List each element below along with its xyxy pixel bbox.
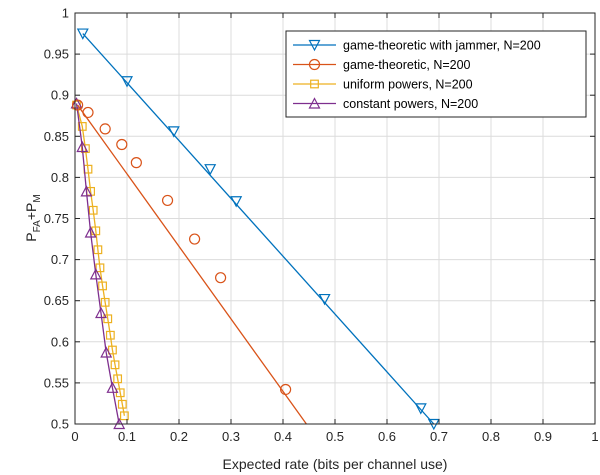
data-point (113, 374, 123, 384)
data-point (167, 126, 180, 138)
series-line (77, 104, 307, 425)
data-point (76, 140, 89, 153)
data-point (95, 263, 105, 273)
series-2 (72, 100, 129, 421)
data-point (119, 411, 129, 421)
x-tick-label: 0 (71, 429, 78, 444)
data-point (105, 330, 115, 340)
legend-entry: game-theoretic with jammer, N=200 (293, 39, 541, 53)
data-point (189, 233, 201, 245)
data-point (106, 381, 119, 393)
y-tick-label: 1 (62, 6, 69, 21)
series-line (75, 103, 120, 425)
data-point (93, 245, 103, 255)
series-line (75, 104, 126, 416)
x-tick-label: 0.2 (170, 429, 188, 444)
x-tick-label: 0.9 (534, 429, 552, 444)
data-point (204, 164, 217, 176)
data-point (130, 157, 142, 169)
data-point (121, 76, 133, 88)
data-point (318, 293, 331, 306)
data-point (98, 281, 107, 291)
data-point (116, 138, 128, 151)
legend: game-theoretic with jammer, N=200 game-th… (285, 30, 587, 118)
data-point (215, 272, 227, 284)
x-tick-label: 0.7 (430, 429, 448, 444)
data-point (88, 205, 98, 215)
data-point (99, 123, 111, 135)
x-tick-label: 0.5 (326, 429, 344, 444)
x-tick-label: 0.4 (274, 429, 292, 444)
series-line (82, 33, 435, 425)
data-point (95, 306, 107, 319)
legend-marker (308, 39, 321, 52)
data-point (161, 194, 174, 207)
legend-marker (308, 97, 321, 109)
data-point (70, 97, 83, 109)
x-tick-label: 1 (591, 429, 598, 444)
legend-entry: game-theoretic, N=200 (293, 58, 471, 72)
legend-label: uniform powers, N=200 (343, 78, 473, 92)
y-tick-label: 0.85 (44, 129, 69, 144)
data-point (80, 185, 93, 197)
y-axis-label: PFA+PM (23, 194, 43, 241)
data-point (117, 399, 127, 409)
data-point (414, 403, 427, 415)
x-tick-label: 0.3 (222, 429, 240, 444)
plot-area (70, 28, 440, 431)
legend-entry: constant powers, N=200 (293, 97, 478, 111)
y-tick-label: 0.8 (51, 170, 69, 185)
series-3 (70, 97, 126, 430)
legend-label: constant powers, N=200 (343, 97, 478, 111)
x-tick-label: 0.6 (378, 429, 396, 444)
x-axis-label: Expected rate (bits per channel use) (223, 456, 448, 472)
y-tick-label: 0.55 (44, 375, 69, 390)
data-point (82, 106, 94, 119)
data-point (84, 226, 97, 238)
y-tick-label: 0.6 (51, 334, 69, 349)
data-point (80, 144, 90, 154)
legend-label: game-theoretic, N=200 (343, 58, 471, 72)
series-1 (71, 99, 307, 425)
y-tick-label: 0.95 (44, 47, 69, 62)
x-tick-label: 0.1 (118, 429, 136, 444)
data-point (100, 297, 110, 307)
y-tick-label: 0.65 (44, 293, 69, 308)
data-point (230, 196, 243, 208)
y-tick-label: 0.75 (44, 211, 69, 226)
data-point (71, 99, 84, 111)
data-point (89, 268, 102, 280)
x-tick-label: 0.8 (482, 429, 500, 444)
legend-marker (308, 58, 321, 71)
data-point (110, 360, 120, 370)
y-tick-label: 0.5 (51, 417, 69, 432)
legend-label: game-theoretic with jammer, N=200 (343, 39, 541, 53)
data-point (76, 28, 89, 40)
axis-ticks: 0 0.1 0.2 0.3 0.4 0.5 0.6 0.7 0.8 0.9 1 0.5 0.55 0.6 0… (44, 6, 599, 445)
y-tick-label: 0.7 (51, 252, 69, 267)
data-point (77, 122, 87, 131)
data-point (280, 383, 292, 396)
data-point (100, 346, 113, 358)
legend-marker (310, 79, 319, 89)
data-point (108, 345, 117, 355)
legend-entry: uniform powers, N=200 (293, 78, 473, 92)
y-tick-label: 0.9 (51, 88, 69, 103)
data-point (103, 314, 113, 324)
